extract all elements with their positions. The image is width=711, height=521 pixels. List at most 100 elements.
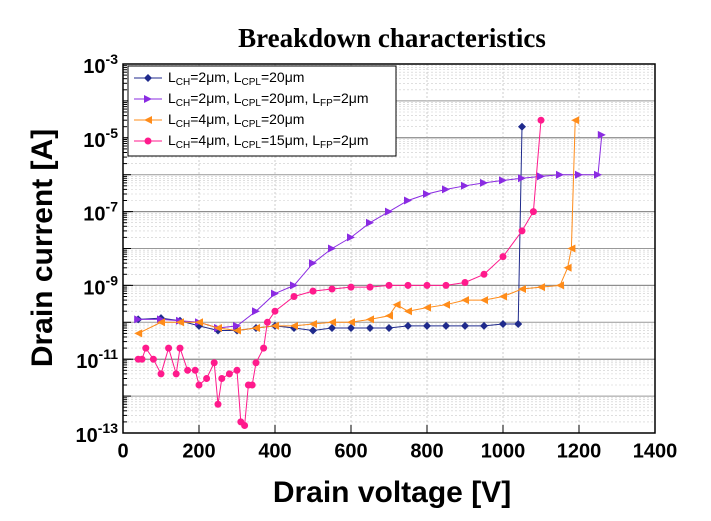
marker [165, 344, 173, 352]
marker [309, 319, 317, 328]
marker [442, 281, 450, 289]
y-tick-label: 10-7 [83, 198, 118, 226]
legend-box [127, 65, 397, 157]
marker [157, 318, 165, 327]
marker [184, 366, 192, 374]
marker [134, 329, 143, 338]
marker [392, 300, 401, 309]
legend-marker [144, 74, 152, 82]
marker [385, 207, 393, 216]
marker [195, 318, 203, 327]
marker [385, 324, 393, 333]
marker [260, 344, 268, 352]
marker [385, 311, 393, 320]
marker [499, 292, 507, 301]
marker [423, 321, 431, 330]
marker [290, 293, 298, 301]
marker [518, 122, 526, 131]
marker [214, 324, 222, 333]
marker [157, 370, 165, 378]
x-tick-label: 1000 [481, 440, 526, 462]
x-tick-label: 400 [258, 440, 291, 462]
marker [172, 370, 180, 378]
legend-marker [144, 137, 152, 145]
marker [461, 278, 469, 286]
marker [571, 116, 580, 125]
marker [537, 283, 545, 292]
marker [176, 318, 184, 327]
legend-marker [144, 116, 152, 124]
marker [271, 321, 279, 330]
marker [195, 381, 203, 389]
marker [404, 196, 412, 205]
marker [366, 324, 374, 333]
legend-label: LCH=4μm, LCPL=20μm [168, 111, 304, 130]
marker [563, 263, 572, 272]
marker [191, 366, 199, 374]
marker [385, 281, 393, 289]
marker [594, 170, 602, 179]
marker [328, 318, 336, 327]
x-tick-label: 600 [334, 440, 367, 462]
marker [210, 359, 218, 367]
marker [290, 321, 298, 330]
marker [252, 359, 260, 367]
y-tick-label: 10-11 [76, 346, 118, 374]
marker [233, 321, 241, 330]
marker [575, 170, 583, 179]
marker [442, 185, 450, 194]
x-tick-label: 200 [182, 440, 215, 462]
x-tick-label: 1200 [557, 440, 602, 462]
x-axis-label: Drain voltage [V] [273, 476, 511, 509]
legend-marker [144, 95, 152, 103]
marker [203, 374, 211, 382]
marker [518, 174, 526, 183]
marker [271, 307, 279, 315]
marker [499, 176, 507, 185]
marker [499, 319, 507, 328]
chart-title: Breakdown characteristics [238, 23, 546, 53]
marker [233, 326, 241, 335]
marker [252, 324, 260, 333]
marker [461, 296, 469, 305]
marker [309, 259, 317, 268]
marker [567, 244, 576, 253]
marker [537, 116, 545, 124]
marker [328, 285, 336, 293]
y-tick-label: 10-9 [83, 272, 118, 300]
y-tick-label: 10-5 [83, 125, 118, 153]
marker [309, 326, 317, 335]
marker [480, 321, 488, 330]
marker [149, 355, 157, 363]
marker [347, 233, 355, 242]
marker [263, 318, 271, 326]
marker [366, 218, 374, 227]
y-axis-label: Drain current [A] [26, 129, 59, 367]
marker [218, 374, 226, 382]
legend-label: LCH=2μm, LCPL=20μm, LFP=2μm [168, 90, 369, 109]
marker [480, 270, 488, 278]
marker [225, 370, 233, 378]
marker [366, 283, 374, 291]
marker [404, 321, 412, 330]
marker [138, 355, 146, 363]
x-tick-label: 800 [410, 440, 443, 462]
marker [514, 319, 523, 328]
marker [423, 189, 431, 198]
marker [423, 303, 431, 312]
marker [347, 324, 355, 333]
marker [556, 170, 564, 179]
marker [404, 281, 412, 289]
marker [142, 344, 150, 352]
marker [499, 253, 507, 261]
marker [290, 281, 298, 290]
legend-label: LCH=4μm, LCPL=15μm, LFP=2μm [168, 132, 369, 151]
marker [233, 366, 241, 374]
marker [241, 421, 249, 429]
marker [328, 324, 336, 333]
marker [461, 181, 469, 190]
marker [423, 281, 431, 289]
marker [134, 315, 143, 324]
marker [518, 284, 526, 293]
